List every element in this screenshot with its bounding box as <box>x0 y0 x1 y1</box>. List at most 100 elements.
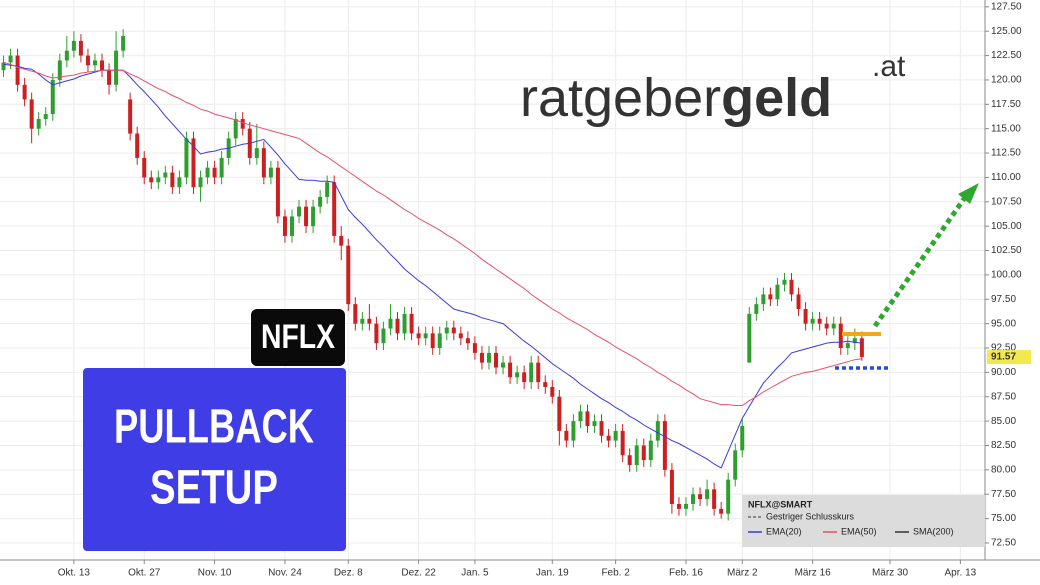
y-tick-label: 110.00 <box>991 172 1021 183</box>
x-tick-label: März 2 <box>727 568 758 579</box>
candle-body <box>451 327 456 334</box>
candle-body <box>289 216 294 236</box>
candle-body <box>691 494 696 504</box>
candle-body <box>796 294 801 310</box>
y-tick-label: 127.50 <box>991 1 1022 12</box>
price-tag <box>987 350 1031 365</box>
candle-body <box>402 313 407 334</box>
candle-body <box>592 421 597 426</box>
marks <box>1 29 864 521</box>
candle-body <box>831 323 836 329</box>
y-tick-label: 90.00 <box>991 367 1016 378</box>
setup-badge <box>83 368 346 551</box>
y-tick-label: 120.00 <box>991 75 1022 86</box>
candle-body <box>845 343 850 349</box>
candle-body <box>254 148 259 158</box>
candle-body <box>325 182 330 197</box>
candle-body <box>599 421 604 436</box>
candle-body <box>578 411 583 422</box>
candle-body <box>64 50 69 61</box>
candle-body <box>712 489 717 509</box>
y-tick-label: 82.50 <box>991 440 1016 451</box>
y-tick-label: 117.50 <box>991 99 1021 110</box>
candle-body <box>304 206 309 227</box>
x-tick-label: Apr. 13 <box>945 568 977 579</box>
candle-body <box>852 338 857 344</box>
candle-body <box>22 84 27 100</box>
candle-body <box>838 323 843 349</box>
y-tick-label: 77.50 <box>991 489 1016 500</box>
candle-body <box>282 216 287 236</box>
logo-suffix: .at <box>872 50 906 83</box>
candle-body <box>437 333 442 349</box>
candle-body <box>212 167 217 178</box>
candle-body <box>100 60 105 71</box>
candle-body <box>149 177 154 183</box>
candle-body <box>114 50 119 85</box>
candle-body <box>634 445 639 465</box>
candle-body <box>648 440 653 461</box>
candle-body <box>92 60 97 66</box>
candle-body <box>85 55 90 66</box>
legend: NFLX@SMART Gestriger Schlusskurs EMA(20)… <box>742 495 985 547</box>
candle-body <box>430 333 435 349</box>
candle-body <box>458 333 463 339</box>
legend-label: Gestriger Schlusskurs <box>766 511 855 521</box>
candle-body <box>726 479 731 514</box>
candle-body <box>381 328 386 344</box>
x-tick-label: Nov. 10 <box>198 568 232 579</box>
candle-body <box>240 118 245 129</box>
candle-body <box>50 79 55 115</box>
candle-body <box>15 55 20 85</box>
candle-body <box>367 318 372 324</box>
candle-body <box>156 177 161 183</box>
setup-title: SETUP <box>150 462 278 515</box>
candle-body <box>177 177 182 188</box>
y-tick-label: 107.50 <box>991 196 1022 207</box>
candle-body <box>57 60 62 80</box>
candle-body <box>613 430 618 441</box>
candle-body <box>297 206 302 217</box>
candle-body <box>121 36 126 51</box>
x-tick-label: März 16 <box>795 568 832 579</box>
candle-body <box>107 70 112 85</box>
logo: ratgebergeld <box>520 68 832 128</box>
legend-label: EMA(50) <box>841 526 877 536</box>
candle-body <box>669 469 674 504</box>
y-tick-label: 102.50 <box>991 245 1022 256</box>
candle-body <box>360 318 365 324</box>
candle-body <box>789 279 794 295</box>
candle-body <box>275 167 280 217</box>
candle-body <box>191 138 196 188</box>
x-tick-label: Feb. 2 <box>601 568 630 579</box>
candle-body <box>698 494 703 500</box>
legend-label: SMA(200) <box>913 526 954 536</box>
logo-part: ratgeber <box>520 68 721 128</box>
y-tick-label: 125.00 <box>991 26 1022 37</box>
candle-body <box>71 40 76 51</box>
candle-body <box>472 343 477 353</box>
candle-body <box>508 362 513 378</box>
x-tick-label: Dez. 8 <box>334 568 363 579</box>
candle-body <box>522 372 527 383</box>
candle-body <box>205 167 210 178</box>
candle-body <box>859 338 864 358</box>
candle-body <box>761 294 766 305</box>
candle-body <box>803 309 808 324</box>
candle-body <box>655 421 660 441</box>
candle-body <box>641 445 646 461</box>
candle-body <box>163 172 168 178</box>
candle-body <box>486 352 491 363</box>
candle-body <box>268 167 273 178</box>
candle-body <box>388 318 393 329</box>
candle-body <box>564 430 569 441</box>
candle-body <box>810 318 815 324</box>
candle-body <box>719 508 724 514</box>
candle-body <box>606 435 611 441</box>
candle-body <box>184 138 189 178</box>
candle-body <box>416 333 421 339</box>
candle-body <box>529 362 534 383</box>
x-tick-label: Okt. 27 <box>128 568 161 579</box>
y-tick-label: 105.00 <box>991 221 1022 232</box>
